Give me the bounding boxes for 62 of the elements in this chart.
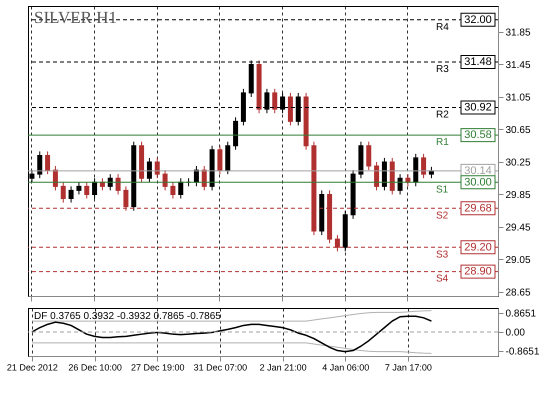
chart-title: SILVER H1 bbox=[34, 8, 117, 27]
y-tick-label: 0.8651 bbox=[506, 308, 537, 320]
line-series bbox=[31, 342, 432, 354]
ref-line-label: S3 bbox=[436, 249, 449, 260]
ref-line-label: S4 bbox=[436, 274, 449, 285]
annotation: 30.58 bbox=[464, 129, 492, 142]
candlestick bbox=[116, 174, 121, 195]
candlestick bbox=[272, 88, 278, 114]
annotation: DF 0.3765 0.3932 -0.3932 0.7865 -0.7865 bbox=[34, 311, 222, 322]
annotation: 29.68 bbox=[464, 202, 492, 214]
category-label: 26 Dec 10:00 bbox=[68, 362, 122, 372]
candlestick bbox=[68, 186, 74, 204]
candlestick bbox=[146, 157, 152, 183]
annotation: 30.00 bbox=[464, 176, 492, 188]
y-tick-label: 0.00 bbox=[506, 328, 526, 338]
candlestick bbox=[405, 174, 410, 187]
candlestick bbox=[374, 161, 380, 191]
line-series bbox=[31, 310, 432, 322]
candlestick bbox=[108, 174, 113, 191]
y-tick-label: 31.45 bbox=[506, 60, 531, 71]
candlestick bbox=[178, 178, 184, 200]
annotation: 31.48 bbox=[464, 56, 492, 68]
y-tick-label: 30.25 bbox=[506, 157, 531, 168]
candlestick bbox=[366, 141, 372, 171]
category-label: 7 Jan 17:00 bbox=[384, 362, 432, 372]
candlestick bbox=[84, 182, 90, 200]
candlestick bbox=[37, 150, 42, 179]
y-tick-label: -0.8651 bbox=[506, 346, 540, 358]
candlestick bbox=[162, 170, 168, 191]
ref-line-label: R3 bbox=[436, 64, 450, 76]
category-label: 2 Jan 21:00 bbox=[260, 362, 307, 372]
candlestick bbox=[52, 166, 58, 191]
candlestick bbox=[217, 145, 222, 175]
ref-line-label: S2 bbox=[436, 210, 449, 222]
category-label: 31 Dec 07:00 bbox=[194, 362, 248, 372]
annotation: 32.00 bbox=[464, 14, 492, 26]
candlestick bbox=[170, 182, 176, 200]
y-tick-label: 29.45 bbox=[506, 222, 531, 234]
y-tick-label: 28.65 bbox=[506, 287, 531, 298]
y-tick-label: 30.65 bbox=[506, 124, 531, 136]
category-label: 27 Dec 19:00 bbox=[130, 362, 185, 372]
candlestick bbox=[45, 150, 50, 175]
candlestick bbox=[202, 166, 207, 191]
annotation: 30.14 bbox=[464, 164, 492, 177]
category-label: 4 Jan 06:00 bbox=[322, 362, 370, 372]
annotation: 28.90 bbox=[464, 266, 492, 278]
ref-line-label: R2 bbox=[436, 110, 450, 121]
ref-line-label: R1 bbox=[436, 137, 450, 148]
y-tick-label: 29.85 bbox=[506, 190, 531, 201]
annotation: 29.20 bbox=[464, 241, 492, 254]
candlestick bbox=[60, 182, 66, 204]
candlestick bbox=[398, 174, 403, 195]
ref-line-label: R4 bbox=[436, 22, 450, 33]
category-label: 21 Dec 2012 bbox=[6, 362, 58, 372]
annotation: 30.92 bbox=[464, 102, 492, 114]
candlestick bbox=[76, 182, 82, 195]
y-tick-label: 31.85 bbox=[506, 27, 531, 38]
candlestick bbox=[421, 153, 426, 179]
candlestick bbox=[154, 157, 160, 179]
ref-line-label: S1 bbox=[436, 184, 449, 196]
y-tick-label: 29.05 bbox=[506, 254, 531, 266]
y-tick-label: 31.05 bbox=[506, 92, 531, 104]
